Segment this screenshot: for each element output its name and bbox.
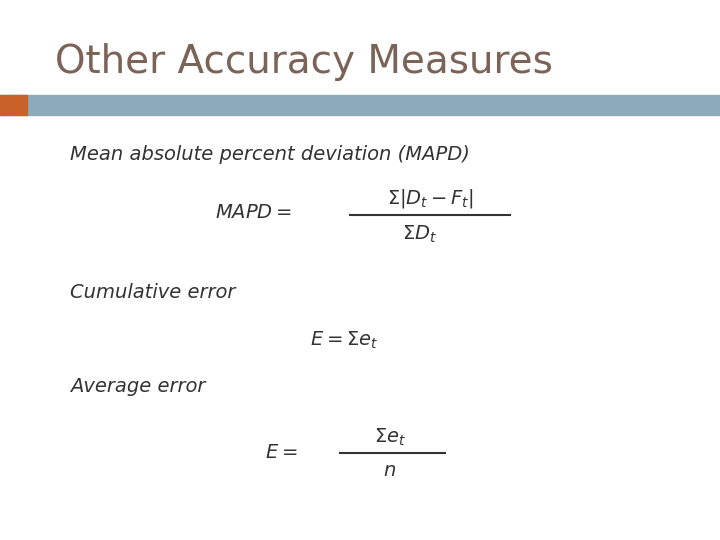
Text: Other Accuracy Measures: Other Accuracy Measures: [55, 43, 553, 81]
Text: $\mathit{MAPD =}$: $\mathit{MAPD =}$: [215, 204, 292, 222]
Text: $\mathit{n}$: $\mathit{n}$: [384, 461, 397, 480]
Bar: [0, 95, 27, 115]
Text: $\mathit{E =}$: $\mathit{E =}$: [265, 443, 297, 462]
Bar: [0, 95, 720, 115]
Text: $\mathit{\Sigma |D_t - F_t|}$: $\mathit{\Sigma |D_t - F_t|}$: [387, 186, 474, 210]
Text: $\mathit{\Sigma D_t}$: $\mathit{\Sigma D_t}$: [402, 224, 438, 245]
Text: $\mathit{\Sigma e_t}$: $\mathit{\Sigma e_t}$: [374, 427, 406, 448]
Text: Cumulative error: Cumulative error: [70, 282, 235, 301]
Text: Average error: Average error: [70, 377, 205, 396]
Text: Mean absolute percent deviation (MAPD): Mean absolute percent deviation (MAPD): [70, 145, 470, 165]
Text: $\mathit{E = \Sigma e_t}$: $\mathit{E = \Sigma e_t}$: [310, 329, 378, 350]
